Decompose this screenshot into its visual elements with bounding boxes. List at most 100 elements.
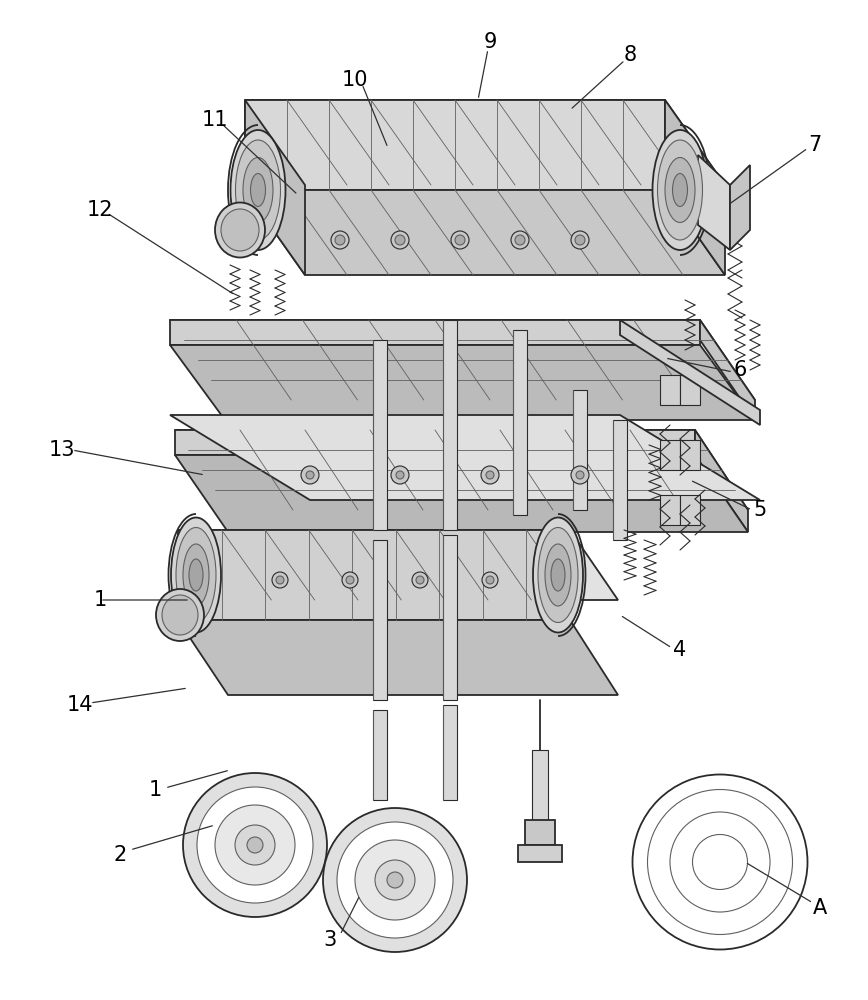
Polygon shape <box>665 100 725 275</box>
Ellipse shape <box>533 518 583 633</box>
Polygon shape <box>373 710 387 800</box>
Ellipse shape <box>657 140 702 240</box>
Polygon shape <box>698 155 730 250</box>
Polygon shape <box>175 455 748 532</box>
Ellipse shape <box>231 130 286 250</box>
Polygon shape <box>613 420 627 540</box>
Ellipse shape <box>243 157 273 223</box>
Circle shape <box>571 231 589 249</box>
Circle shape <box>337 822 453 938</box>
Text: 14: 14 <box>67 695 93 715</box>
Circle shape <box>335 235 345 245</box>
Circle shape <box>197 787 313 903</box>
Polygon shape <box>170 415 760 500</box>
Polygon shape <box>443 320 457 530</box>
Text: 13: 13 <box>49 440 76 460</box>
Circle shape <box>272 572 288 588</box>
Polygon shape <box>660 375 680 405</box>
Text: 10: 10 <box>342 70 368 90</box>
Polygon shape <box>443 535 457 700</box>
Circle shape <box>276 576 284 584</box>
Polygon shape <box>620 320 760 425</box>
Circle shape <box>346 576 354 584</box>
Ellipse shape <box>189 559 203 591</box>
Polygon shape <box>660 495 680 525</box>
Text: 5: 5 <box>753 500 766 520</box>
Ellipse shape <box>215 202 265 257</box>
Circle shape <box>391 466 409 484</box>
Polygon shape <box>680 440 700 470</box>
Polygon shape <box>175 430 695 455</box>
Circle shape <box>391 231 409 249</box>
Text: 1: 1 <box>94 590 107 610</box>
Polygon shape <box>680 375 700 405</box>
Ellipse shape <box>221 209 259 251</box>
Circle shape <box>482 572 498 588</box>
Polygon shape <box>373 340 387 530</box>
Circle shape <box>486 576 494 584</box>
Polygon shape <box>245 100 665 190</box>
Polygon shape <box>680 495 700 525</box>
Ellipse shape <box>665 157 695 223</box>
Ellipse shape <box>673 174 687 207</box>
Ellipse shape <box>156 589 204 641</box>
Circle shape <box>571 466 589 484</box>
Polygon shape <box>443 705 457 800</box>
Circle shape <box>247 837 263 853</box>
Text: 7: 7 <box>808 135 822 155</box>
Polygon shape <box>245 100 305 275</box>
Text: A: A <box>812 898 827 918</box>
Circle shape <box>235 825 275 865</box>
Text: 8: 8 <box>623 45 636 65</box>
Polygon shape <box>373 540 387 700</box>
Polygon shape <box>170 320 700 345</box>
Text: 11: 11 <box>201 110 228 130</box>
Polygon shape <box>532 750 548 820</box>
Circle shape <box>323 808 467 952</box>
Polygon shape <box>525 820 555 845</box>
Circle shape <box>387 872 403 888</box>
Circle shape <box>486 471 494 479</box>
Ellipse shape <box>183 544 209 606</box>
Circle shape <box>576 471 584 479</box>
Circle shape <box>331 231 349 249</box>
Polygon shape <box>660 440 680 470</box>
Polygon shape <box>513 330 527 515</box>
Circle shape <box>575 235 585 245</box>
Text: 6: 6 <box>733 360 746 380</box>
Ellipse shape <box>235 140 280 240</box>
Polygon shape <box>573 390 587 510</box>
Text: 3: 3 <box>324 930 337 950</box>
Polygon shape <box>178 530 618 600</box>
Ellipse shape <box>653 130 707 250</box>
Circle shape <box>455 235 465 245</box>
Polygon shape <box>245 190 725 275</box>
Circle shape <box>395 235 405 245</box>
Polygon shape <box>170 345 755 420</box>
Circle shape <box>511 231 529 249</box>
Circle shape <box>375 860 415 900</box>
Text: 4: 4 <box>674 640 687 660</box>
Polygon shape <box>695 430 748 532</box>
Polygon shape <box>245 100 725 185</box>
Text: 9: 9 <box>483 32 496 52</box>
Circle shape <box>412 572 428 588</box>
Ellipse shape <box>538 528 578 622</box>
Text: 12: 12 <box>87 200 113 220</box>
Ellipse shape <box>545 544 571 606</box>
Polygon shape <box>175 430 748 510</box>
Polygon shape <box>178 620 618 695</box>
Circle shape <box>355 840 435 920</box>
Ellipse shape <box>171 518 221 633</box>
Circle shape <box>396 471 404 479</box>
Circle shape <box>416 576 424 584</box>
Text: 2: 2 <box>114 845 127 865</box>
Polygon shape <box>730 165 750 250</box>
Circle shape <box>515 235 525 245</box>
Ellipse shape <box>251 174 266 207</box>
Circle shape <box>306 471 314 479</box>
Circle shape <box>342 572 358 588</box>
Text: 1: 1 <box>148 780 161 800</box>
Ellipse shape <box>162 595 198 635</box>
Circle shape <box>481 466 499 484</box>
